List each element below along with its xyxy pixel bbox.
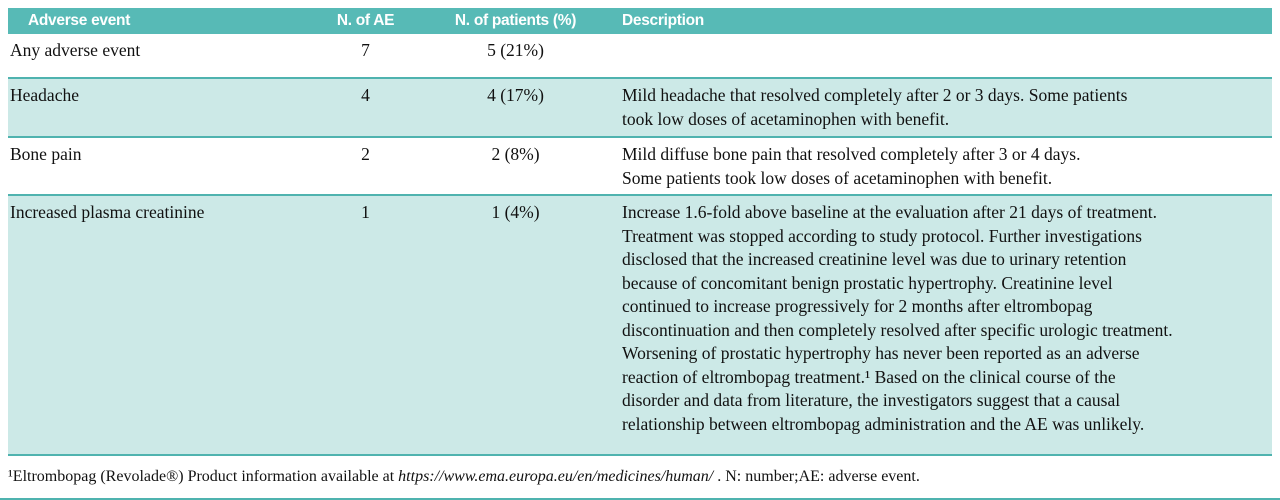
event-cell: Increased plasma creatinine: [10, 202, 205, 222]
event-cell: Any adverse event: [10, 40, 141, 60]
col-header-description: Description: [622, 12, 704, 29]
description-cell: Increase 1.6-fold above baseline at the …: [622, 202, 1173, 434]
table-row-headache: Headache 4 4 (17%) Mild headache that re…: [8, 79, 1272, 138]
col-header-adverse-event: Adverse event: [28, 12, 131, 29]
table-row-increased-plasma-creatinine: Increased plasma creatinine 1 1 (4%) Inc…: [8, 196, 1272, 456]
table-header-row: Adverse event N. of AE N. of patients (%…: [8, 8, 1272, 34]
description-cell: [613, 34, 1272, 43]
table-row-any-adverse-event: Any adverse event 7 5 (21%): [8, 34, 1272, 79]
n-of-ae-cell: 7: [361, 40, 370, 60]
n-of-ae-cell: 4: [361, 85, 370, 105]
event-cell: Headache: [10, 85, 79, 105]
table-row-bone-pain: Bone pain 2 2 (8%) Mild diffuse bone pai…: [8, 138, 1272, 196]
n-of-patients-cell: 2 (8%): [491, 144, 540, 164]
event-cell: Bone pain: [10, 144, 82, 164]
footnote-text-prefix: ¹Eltrombopag (Revolade®) Product informa…: [8, 468, 399, 485]
n-of-ae-cell: 1: [361, 202, 370, 222]
col-header-n-of-patients: N. of patients (%): [454, 12, 577, 29]
n-of-patients-cell: 4 (17%): [487, 85, 544, 105]
n-of-patients-cell: 5 (21%): [487, 40, 544, 60]
footnote-url: https://www.ema.europa.eu/en/medicines/h…: [398, 468, 714, 485]
description-cell: Mild headache that resolved completely a…: [622, 85, 1128, 129]
adverse-events-table: Adverse event N. of AE N. of patients (%…: [8, 8, 1272, 456]
description-cell: Mild diffuse bone pain that resolved com…: [622, 144, 1081, 188]
table-footnote: ¹Eltrombopag (Revolade®) Product informa…: [8, 456, 1272, 498]
footnote-text-suffix: . N: number;AE: adverse event.: [713, 468, 920, 485]
n-of-patients-cell: 1 (4%): [491, 202, 540, 222]
n-of-ae-cell: 2: [361, 144, 370, 164]
col-header-n-of-ae: N. of AE: [336, 12, 395, 29]
